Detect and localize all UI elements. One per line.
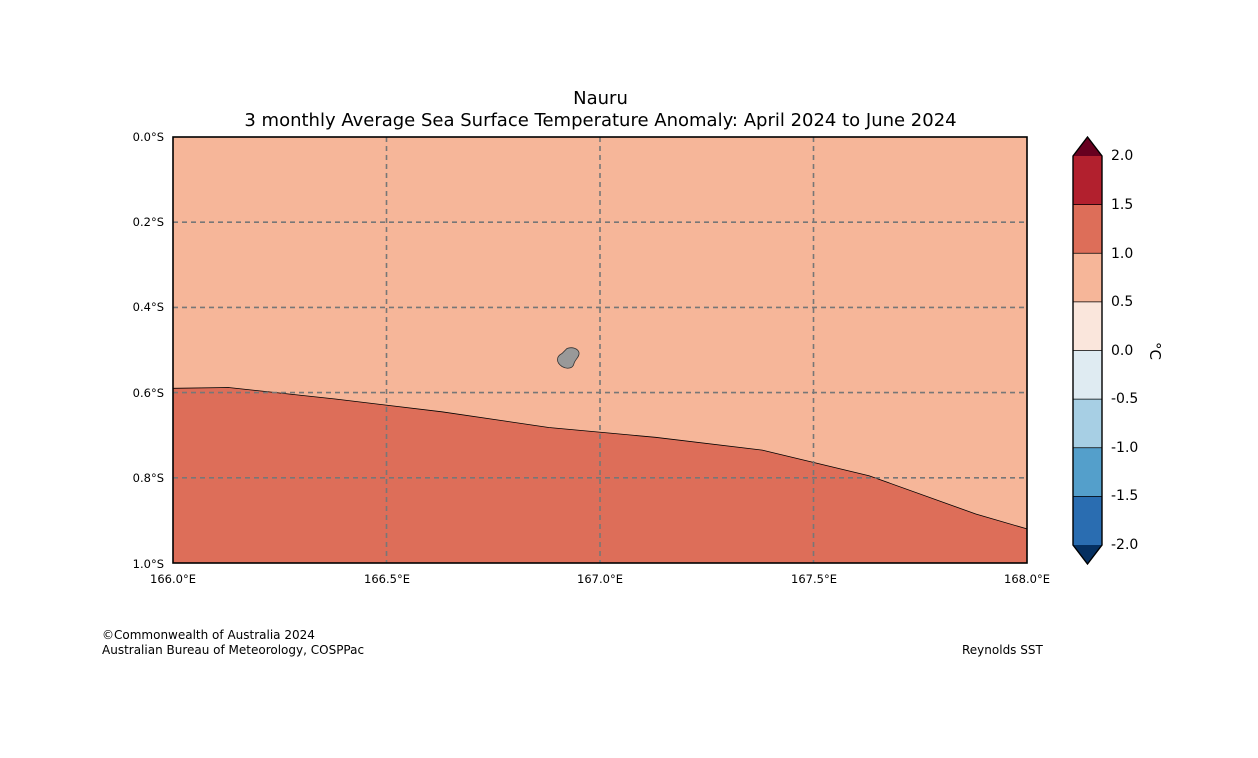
- map-title: Nauru: [573, 88, 628, 109]
- lon-label-0: 166.0°E: [150, 572, 196, 586]
- colorbar-band: [1073, 350, 1102, 400]
- lon-label-2: 167.0°E: [577, 572, 623, 586]
- colorbar-tick-label: -1.0: [1111, 440, 1139, 456]
- colorbar-over-triangle: [1073, 137, 1102, 156]
- colorbar-tick-label: -2.0: [1111, 537, 1139, 553]
- lat-label-4: 0.8°S: [132, 471, 164, 485]
- colorbar-unit-label: °C: [1145, 342, 1164, 360]
- colorbar-band: [1073, 253, 1102, 302]
- lat-label-3: 0.6°S: [132, 386, 164, 400]
- lat-label-0: 0.0°S: [132, 130, 164, 144]
- colorbar-tick-label: 0.0: [1111, 343, 1134, 359]
- map-plot-area: [172, 136, 1028, 564]
- map-subtitle: 3 monthly Average Sea Surface Temperatur…: [244, 110, 957, 131]
- colorbar-band: [1073, 496, 1102, 545]
- agency-text: Australian Bureau of Meteorology, COSPPa…: [102, 643, 365, 657]
- lon-label-4: 168.0°E: [1004, 572, 1050, 586]
- lat-label-1: 0.2°S: [132, 215, 164, 229]
- colorbar-band: [1073, 301, 1102, 351]
- colorbar-tick-label: 1.5: [1111, 197, 1134, 213]
- colorbar-tick-label: -1.5: [1111, 488, 1139, 504]
- colorbar-band: [1073, 447, 1102, 497]
- colorbar-band: [1073, 156, 1102, 205]
- lon-label-1: 166.5°E: [364, 572, 410, 586]
- copyright-text: ©Commonwealth of Australia 2024: [102, 628, 315, 642]
- colorbar-tick-label: -0.5: [1111, 391, 1139, 407]
- colorbar-tick-label: 1.0: [1111, 246, 1134, 262]
- colorbar-outline: [1072, 135, 1103, 566]
- colorbar-tick-label: 0.5: [1111, 294, 1134, 310]
- lat-label-5: 1.0°S: [132, 557, 164, 571]
- colorbar-band: [1073, 204, 1102, 254]
- map-frame: [172, 136, 1028, 564]
- colorbar-band: [1073, 399, 1102, 448]
- lon-label-3: 167.5°E: [791, 572, 837, 586]
- colorbar-tick-label: 2.0: [1111, 148, 1134, 164]
- data-source-text: Reynolds SST: [962, 643, 1043, 657]
- nauru-island-landmass: [557, 347, 580, 369]
- lat-label-2: 0.4°S: [132, 300, 164, 314]
- colorbar: [1072, 135, 1103, 566]
- colorbar-under-triangle: [1073, 545, 1102, 564]
